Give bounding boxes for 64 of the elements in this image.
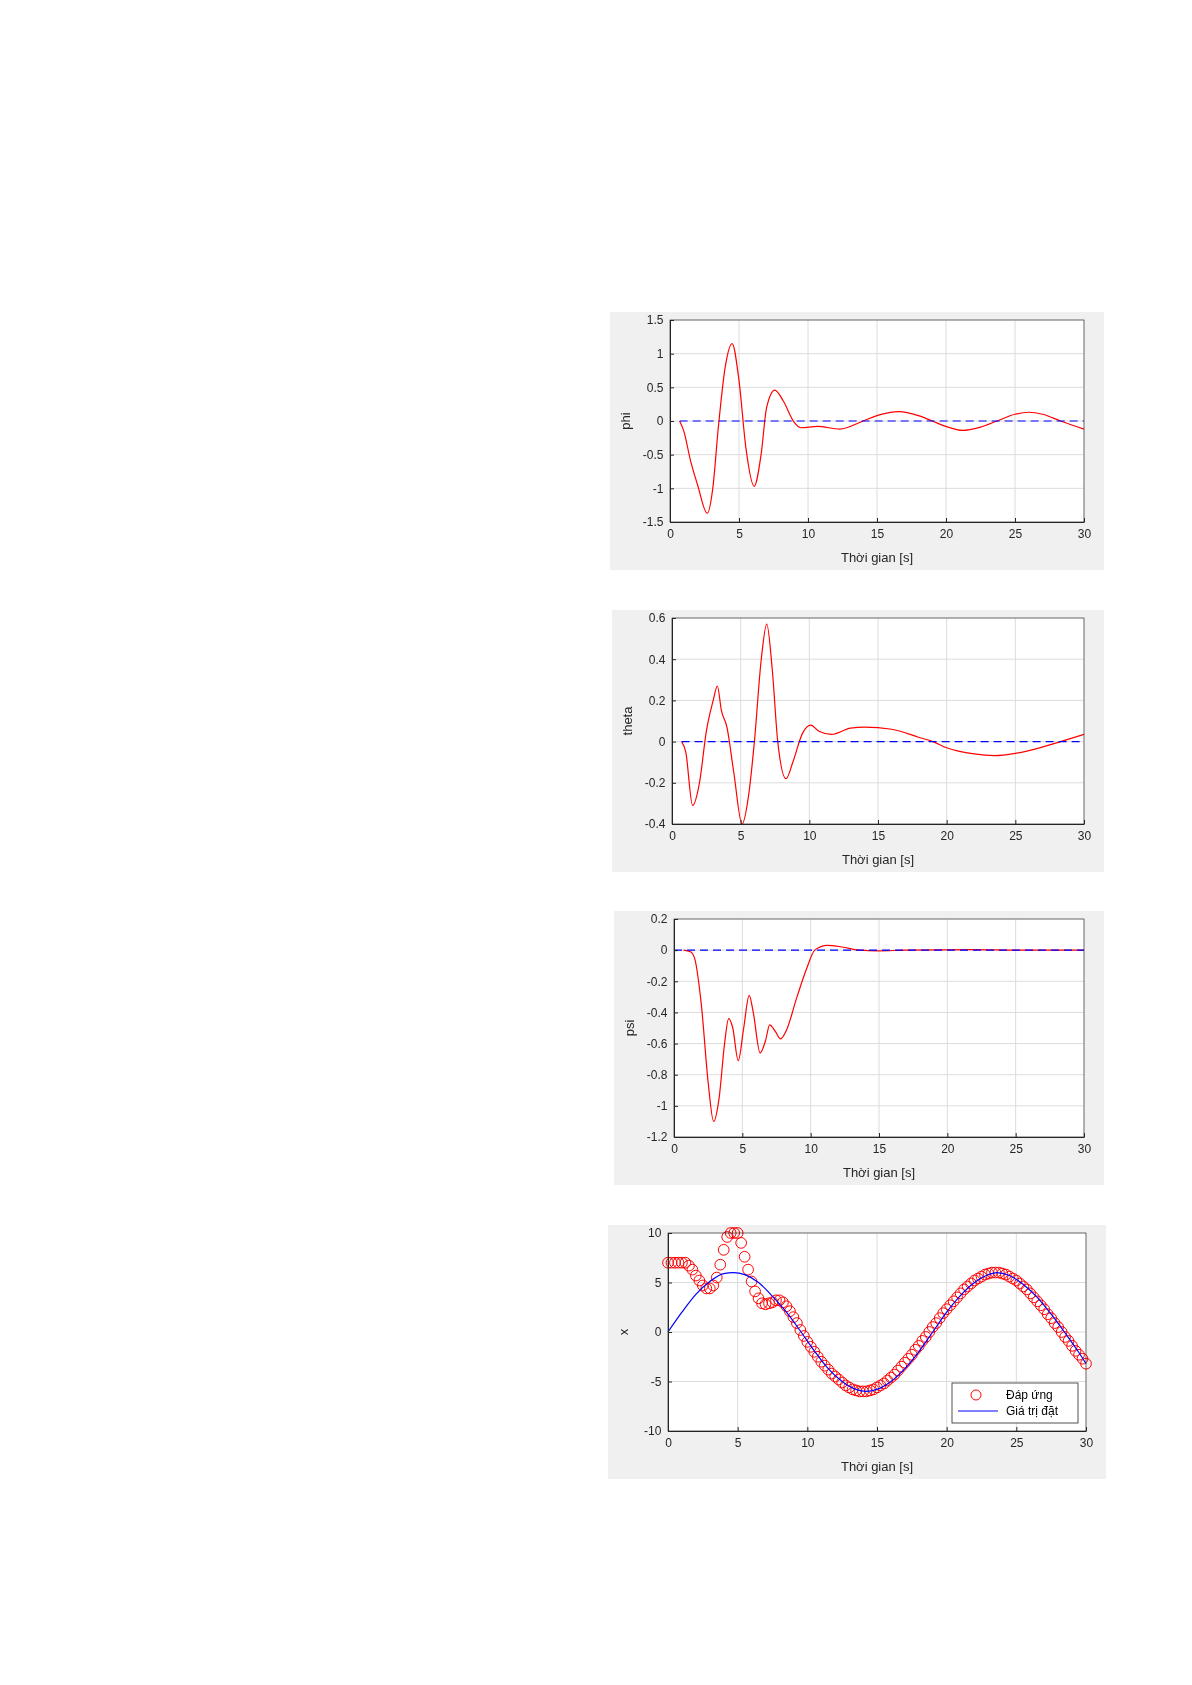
x-tick-label: 15 <box>870 527 885 542</box>
y-axis-title: theta <box>620 705 635 736</box>
y-tick-label: 5 <box>654 1275 662 1290</box>
x-tick-label: 25 <box>1010 1436 1024 1451</box>
x-tick-label: 0 <box>671 1142 679 1157</box>
x-tick-label: 5 <box>736 527 744 542</box>
x-tick-label: 10 <box>801 527 816 542</box>
line-series <box>681 623 1085 825</box>
y-tick-label: 0 <box>654 1325 662 1340</box>
x-tick-label: 30 <box>1079 1436 1094 1451</box>
x-axis-title: Thời gian [s] <box>841 852 915 867</box>
x-tick-label: 25 <box>1009 1142 1024 1157</box>
y-tick-label: 0.2 <box>648 693 666 708</box>
y-tick-label: 0 <box>658 734 666 749</box>
x-tick-label: 5 <box>737 829 745 844</box>
y-tick-label: -1.2 <box>646 1130 668 1145</box>
line-series <box>667 1272 1087 1392</box>
y-tick-label: -5 <box>650 1374 662 1389</box>
x-tick-label: 10 <box>803 829 817 844</box>
legend-label: Giá trị đặt <box>1006 1404 1059 1418</box>
y-tick-label: -0.2 <box>644 776 666 791</box>
y-tick-label: -0.8 <box>646 1068 668 1083</box>
legend-label: Đáp ứng <box>1006 1388 1053 1402</box>
x-tick-label: 10 <box>804 1142 819 1157</box>
y-tick-label: 0 <box>660 943 668 958</box>
y-tick-label: 0.2 <box>650 912 668 927</box>
x-axis-title: Thời gian [s] <box>842 1165 916 1180</box>
y-tick-label: 0.4 <box>648 652 666 667</box>
y-axis-title: x <box>616 1328 631 1336</box>
x-axis-title: Thời gian [s] <box>840 550 914 565</box>
x-tick-label: 5 <box>734 1436 742 1451</box>
y-tick-label: -0.2 <box>646 974 668 989</box>
y-tick-label: -0.4 <box>646 1005 668 1020</box>
x-tick-label: 20 <box>939 527 954 542</box>
y-tick-label: 1.5 <box>646 313 664 328</box>
x-tick-label: 30 <box>1077 1142 1092 1157</box>
x-tick-label: 20 <box>941 1142 955 1157</box>
x-tick-label: 30 <box>1077 829 1092 844</box>
y-tick-label: -1 <box>656 1099 668 1114</box>
y-tick-label: -10 <box>644 1424 662 1439</box>
x-tick-label: 30 <box>1077 527 1092 542</box>
y-axis-title: psi <box>622 1019 637 1037</box>
x-tick-label: 20 <box>940 1436 955 1451</box>
y-tick-label: -0.5 <box>642 448 664 463</box>
line-series <box>679 342 1085 514</box>
x-tick-label: 25 <box>1009 829 1023 844</box>
y-tick-label: -0.4 <box>644 817 666 832</box>
x-tick-label: 15 <box>870 1436 885 1451</box>
x-tick-label: 5 <box>739 1142 747 1157</box>
y-tick-label: 1 <box>656 347 664 362</box>
x-tick-label: 20 <box>940 829 955 844</box>
x-axis-title: Thời gian [s] <box>840 1459 914 1474</box>
y-tick-label: 10 <box>648 1226 662 1241</box>
y-tick-label: -1 <box>652 481 664 496</box>
x-tick-label: 25 <box>1008 527 1023 542</box>
y-tick-label: 0.5 <box>646 380 664 395</box>
y-tick-label: -1.5 <box>642 515 664 530</box>
x-tick-label: 10 <box>801 1436 815 1451</box>
x-tick-label: 15 <box>871 829 886 844</box>
y-tick-label: -0.6 <box>646 1036 668 1051</box>
y-tick-label: 0.6 <box>648 611 666 626</box>
x-tick-label: 15 <box>872 1142 887 1157</box>
y-tick-label: 0 <box>656 414 664 429</box>
y-axis-title: phi <box>618 412 633 430</box>
